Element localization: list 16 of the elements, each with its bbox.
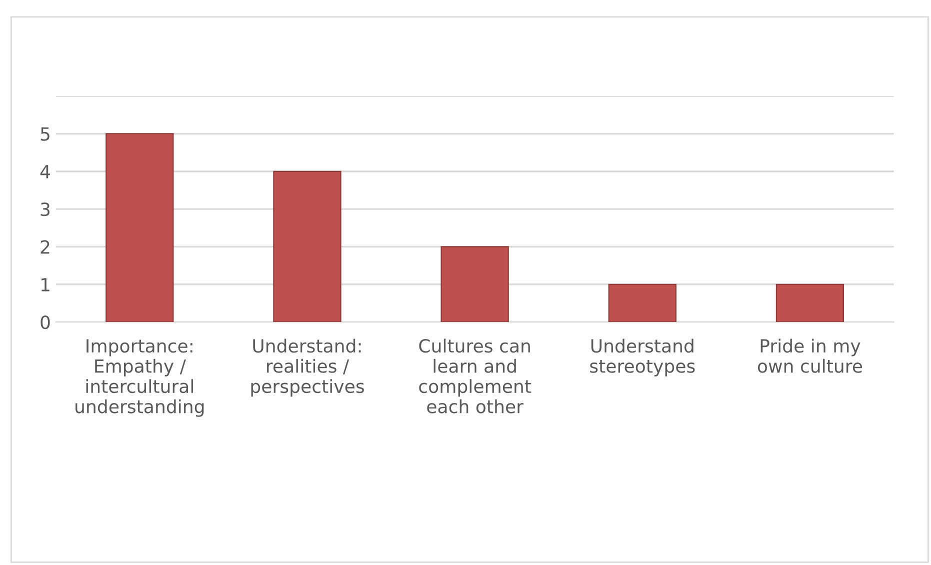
x-tick-label: Importance: Empathy / intercultural understanding [76, 339, 204, 417]
y-tick-label: 2 [40, 240, 50, 254]
bar [106, 133, 174, 322]
bar [273, 170, 342, 322]
bar [440, 246, 509, 322]
bar [776, 284, 844, 322]
y-tick-label: 1 [41, 278, 50, 292]
y-tick-label: 0 [40, 316, 50, 330]
x-tick-label: Pride in my own culture [758, 338, 862, 373]
bar [608, 284, 676, 322]
x-tick-label: Cultures can learn and complement each other [419, 338, 532, 414]
x-tick-label: Understand stereotypes [590, 338, 695, 376]
y-tick-label: 4 [40, 165, 50, 178]
y-tick-label: 3 [40, 202, 50, 216]
x-tick-label: Understand: realities / perspectives [251, 338, 364, 397]
y-tick-label: 5 [40, 127, 50, 141]
